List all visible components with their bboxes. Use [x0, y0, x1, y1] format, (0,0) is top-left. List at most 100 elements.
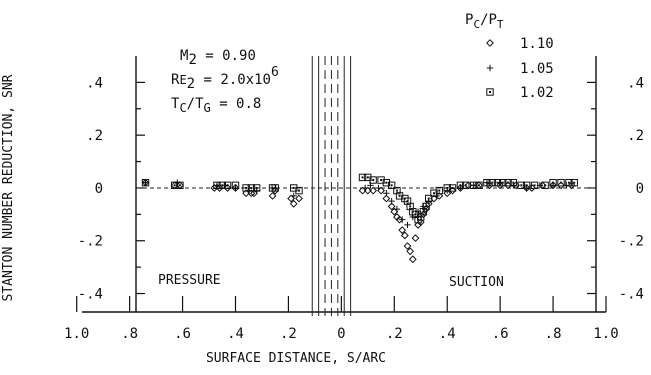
data-point-square-dot — [472, 184, 475, 187]
data-point-diamond — [395, 215, 404, 224]
data-point-square-dot — [427, 197, 430, 200]
legend-label: 1.02 — [520, 85, 554, 101]
data-point-square — [448, 184, 457, 192]
data-point-square-dot — [245, 186, 248, 189]
data-point-plus — [245, 187, 252, 194]
data-point-diamond — [358, 186, 367, 195]
data-point-diamond — [289, 199, 298, 208]
data-point-square — [499, 178, 507, 187]
data-point-square-dot — [507, 181, 510, 184]
data-point-square — [387, 181, 396, 190]
data-point-square-dot — [255, 186, 258, 189]
data-point-square — [422, 202, 430, 211]
data-point-square — [424, 194, 433, 203]
legend-label: 1.10 — [520, 36, 554, 52]
x-tick-label: 1.0 — [64, 326, 89, 342]
data-point-square-dot — [403, 197, 406, 200]
y-tick-label-left: .4 — [86, 75, 103, 91]
legend-title: PC/PT — [465, 12, 504, 31]
data-point-diamond — [268, 191, 277, 200]
y-axis-label: STANTON NUMBER REDUCTION, SNR — [1, 74, 16, 301]
data-point-diamond — [247, 189, 256, 198]
data-point-square-dot — [234, 184, 237, 187]
data-point-diamond — [210, 184, 219, 192]
data-point-square-dot — [271, 186, 274, 189]
legend-marker-square — [486, 88, 494, 96]
y-tick-label-right: 0 — [636, 181, 644, 197]
data-point-square — [223, 181, 232, 190]
data-point-square-dot — [422, 210, 425, 213]
region-label-suction: SUCTION — [449, 275, 504, 290]
data-point-diamond — [242, 189, 250, 198]
data-point-diamond — [485, 181, 494, 190]
y-tick-label-left: -.2 — [78, 234, 103, 250]
y-tick-label-right: -.2 — [619, 234, 644, 250]
data-point-square — [565, 178, 573, 187]
data-point-square-dot — [395, 189, 398, 192]
region-label-pressure: PRESSURE — [158, 273, 221, 288]
data-point-square-dot — [491, 181, 494, 184]
data-point-square-dot — [274, 186, 277, 189]
data-point-diamond — [557, 181, 565, 190]
data-point-square-dot — [414, 213, 417, 216]
series-diamond — [141, 178, 576, 264]
data-point-square-dot — [372, 179, 375, 182]
data-point-square — [364, 173, 372, 182]
data-point-diamond — [422, 205, 430, 213]
data-point-plus — [404, 221, 411, 229]
data-point-square — [271, 184, 279, 192]
x-tick-label: .2 — [280, 326, 297, 342]
data-point-square — [247, 184, 256, 192]
data-point-diamond — [215, 184, 224, 192]
data-point-square — [295, 186, 303, 195]
x-tick-label: .4 — [227, 326, 244, 342]
chart-axes: .4 .4 .2 .2 0 0 -.2 -.2 -.4 -.4 1.0 .8 .6 .4 .2 0 .2 .4 .6… — [64, 56, 644, 342]
data-point-diamond — [443, 189, 452, 198]
data-point-square-dot — [464, 184, 467, 187]
data-point-square — [483, 178, 491, 187]
data-point-diamond — [250, 189, 258, 198]
data-point-square — [401, 194, 409, 203]
data-point-square — [406, 202, 414, 211]
data-point-square-dot — [446, 186, 449, 189]
data-point-diamond — [403, 242, 412, 250]
data-point-diamond — [363, 186, 372, 195]
data-point-plus — [393, 205, 401, 213]
legend: 1.10 1.05 1.02 — [486, 36, 554, 101]
data-point-diamond — [377, 186, 385, 195]
data-point-square — [218, 181, 226, 190]
data-point-square-dot — [485, 181, 488, 184]
data-point-diamond — [271, 186, 280, 195]
condition-reynolds: RE2 = 2.0x106 — [171, 65, 279, 92]
data-point-square — [430, 189, 438, 197]
data-point-square-dot — [425, 205, 428, 208]
data-point-square-dot — [567, 181, 570, 184]
data-point-square-dot — [385, 181, 388, 184]
data-point-plus — [388, 197, 395, 205]
condition-temperature-ratio: TC/TG = 0.8 — [171, 96, 261, 115]
data-point-square-dot — [552, 181, 555, 184]
data-point-square-dot — [512, 181, 515, 184]
x-tick-label: .2 — [386, 326, 403, 342]
data-point-square — [504, 178, 512, 187]
data-point-square-dot — [533, 184, 536, 187]
data-point-square — [517, 181, 526, 190]
data-point-square-dot — [298, 189, 301, 192]
x-tick-label: .6 — [492, 326, 509, 342]
x-tick-label: 0 — [337, 326, 345, 342]
data-point-square — [509, 178, 518, 187]
data-point-square-dot — [544, 184, 547, 187]
data-point-diamond — [414, 221, 423, 229]
data-point-square — [377, 176, 385, 184]
data-point-diamond — [419, 210, 428, 219]
data-point-square — [395, 192, 404, 200]
data-point-square — [456, 181, 465, 190]
data-point-square-dot — [366, 176, 369, 179]
y-tick-label-left: -.4 — [78, 287, 103, 303]
data-point-square — [176, 181, 184, 190]
y-tick-label-left: .2 — [86, 128, 103, 144]
data-point-square — [475, 181, 483, 190]
blowing-band — [311, 56, 352, 316]
data-point-square — [411, 210, 420, 219]
data-point-square-dot — [250, 186, 253, 189]
